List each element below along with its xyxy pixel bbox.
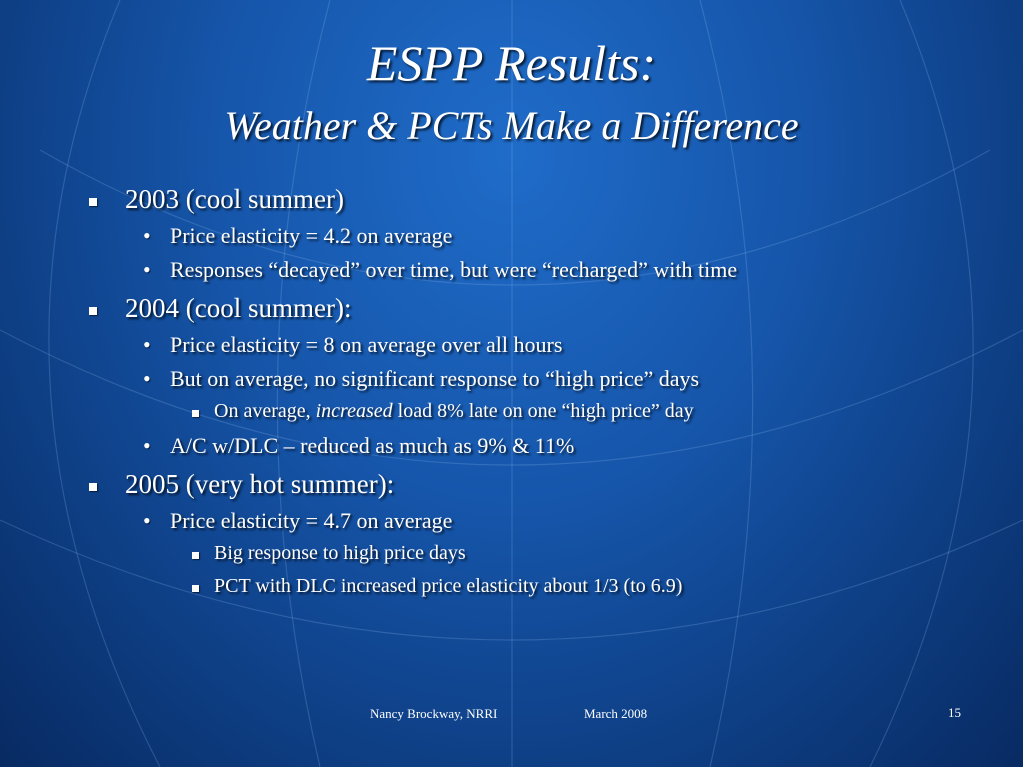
subitem: PCT with DLC increased price elasticity … bbox=[214, 575, 683, 597]
item: Responses “decayed” over time, but were … bbox=[170, 256, 738, 282]
text-segment: load 8% late on one “high price” day bbox=[392, 400, 694, 422]
footer-date: March 2008 bbox=[584, 706, 648, 721]
bullet-square bbox=[192, 552, 199, 559]
subitem: On average, increased load 8% late on on… bbox=[214, 400, 694, 423]
globe-line bbox=[48, 0, 161, 767]
globe-line bbox=[699, 0, 754, 767]
text-segment: On average, bbox=[214, 400, 316, 422]
bullet-dot: • bbox=[143, 366, 151, 391]
section-heading: 2004 (cool summer): bbox=[125, 293, 352, 323]
bullet-dot: • bbox=[143, 508, 151, 533]
bullet-dot: • bbox=[143, 332, 151, 357]
globe-line bbox=[0, 329, 1023, 466]
section-heading: 2005 (very hot summer): bbox=[125, 469, 395, 499]
footer-author: Nancy Brockway, NRRI bbox=[370, 706, 498, 721]
subitem: Big response to high price days bbox=[214, 542, 466, 564]
section-heading: 2003 (cool summer) bbox=[125, 184, 344, 214]
title: ESPP Results: bbox=[366, 35, 657, 91]
bullet-dot: • bbox=[143, 223, 151, 248]
bullet-square bbox=[192, 585, 199, 592]
item: But on average, no significant response … bbox=[170, 365, 700, 391]
globe-line bbox=[39, 149, 991, 286]
page-number: 15 bbox=[948, 705, 961, 720]
emphasis: increased bbox=[315, 400, 393, 422]
globe-line bbox=[0, 519, 1023, 641]
item: Price elasticity = 8 on average over all… bbox=[170, 331, 563, 357]
subtitle: Weather & PCTs Make a Difference bbox=[224, 103, 799, 148]
globe-line bbox=[276, 0, 331, 767]
bullet-square bbox=[89, 483, 97, 491]
item: Price elasticity = 4.7 on average bbox=[170, 507, 453, 533]
globe-line bbox=[869, 0, 974, 767]
bullet-dot: • bbox=[143, 433, 151, 458]
bullet-dot: • bbox=[143, 257, 151, 282]
bullet-square bbox=[89, 307, 97, 315]
item: Price elasticity = 4.2 on average bbox=[170, 222, 453, 248]
item: A/C w/DLC – reduced as much as 9% & 11% bbox=[170, 432, 575, 458]
bullet-square bbox=[192, 410, 199, 417]
bullet-square bbox=[89, 198, 97, 206]
